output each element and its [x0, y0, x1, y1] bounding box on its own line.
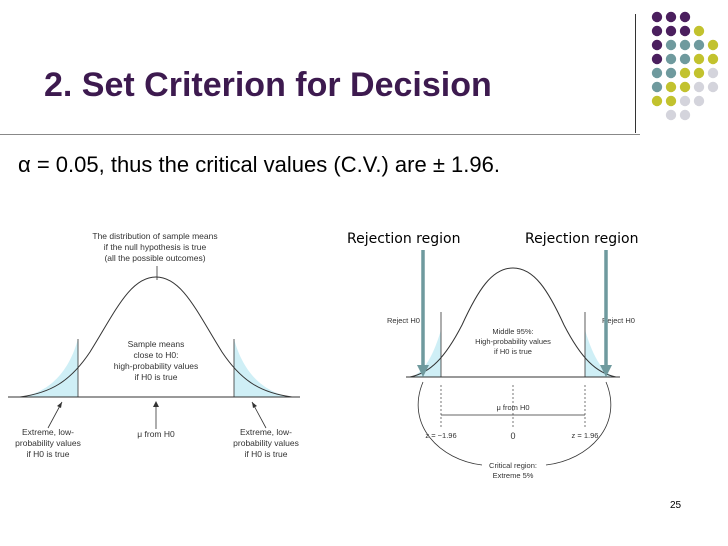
title-vertical-rule: [635, 14, 636, 133]
dot: [665, 25, 677, 37]
critical-line-1: Critical region:: [489, 461, 537, 470]
dot: [651, 39, 663, 51]
normal-curve: [19, 276, 293, 398]
right-rejection-shade: [585, 330, 616, 377]
dot: [651, 11, 663, 23]
critical-arc-left: [417, 381, 483, 466]
dot: [665, 39, 677, 51]
dot-row-8: [665, 109, 691, 121]
dot: [679, 39, 691, 51]
rejection-region-right-label: Rejection region: [525, 231, 639, 247]
dot: [693, 95, 705, 107]
left-tail-line-1: Extreme, low-: [22, 427, 74, 437]
dot: [707, 81, 719, 93]
dot: [651, 81, 663, 93]
left-mu-label: μ from H0: [137, 429, 175, 439]
dot: [693, 53, 705, 65]
mu-arrowhead: [153, 401, 159, 407]
center-line-2: close to H0:: [134, 350, 179, 360]
page-number: 25: [670, 500, 682, 511]
left-tail-line-3: if H0 is true: [27, 449, 70, 459]
dot: [651, 67, 663, 79]
dot: [665, 67, 677, 79]
dot: [707, 53, 719, 65]
dot: [665, 95, 677, 107]
alpha-statement: α = 0.05, thus the critical values (C.V.…: [18, 152, 500, 177]
critical-line-2: Extreme 5%: [493, 471, 534, 480]
right-tail-line-1: Extreme, low-: [240, 427, 292, 437]
dot: [693, 81, 705, 93]
dot: [679, 67, 691, 79]
center-line-3: high-probability values: [114, 361, 199, 371]
right-tail-line-3: if H0 is true: [245, 449, 288, 459]
dot-row-3: [651, 39, 719, 51]
z-left-label: z = −1.96: [425, 431, 456, 440]
dot: [651, 95, 663, 107]
left-caption-line-1: The distribution of sample means: [92, 231, 217, 241]
dot-row-5: [651, 67, 719, 79]
normal-curve-right: [409, 267, 617, 378]
z-center-label: 0: [510, 431, 515, 441]
slide-title: 2. Set Criterion for Decision: [44, 66, 492, 104]
right-tail-line-2: probability values: [233, 438, 299, 448]
left-tail-label: Extreme, low- probability values if H0 i…: [15, 427, 81, 459]
dot: [665, 109, 677, 121]
dot: [679, 11, 691, 23]
dot-row-6: [651, 81, 719, 93]
dot: [651, 53, 663, 65]
title-horizontal-rule: [0, 134, 640, 135]
middle-line-2: High-probability values: [475, 337, 551, 346]
left-tail-arrowhead: [57, 402, 62, 408]
dot: [679, 25, 691, 37]
dot: [679, 109, 691, 121]
decorative-dot-grid: [651, 11, 719, 121]
dot: [707, 39, 719, 51]
dot: [707, 67, 719, 79]
left-tail-line-2: probability values: [15, 438, 81, 448]
center-line-1: Sample means: [128, 339, 185, 349]
dot: [679, 95, 691, 107]
middle-label: Middle 95%: High-probability values if H…: [475, 327, 551, 356]
dot: [665, 53, 677, 65]
dot-row-7: [651, 95, 705, 107]
right-tail-arrowhead: [252, 402, 257, 408]
dot: [665, 11, 677, 23]
reject-h0-right: Reject H0: [602, 316, 635, 325]
dot: [679, 53, 691, 65]
rejection-arrowhead-left: [417, 365, 429, 377]
dot: [651, 25, 663, 37]
z-right-label: z = 1.96: [572, 431, 599, 440]
left-caption-line-3: (all the possible outcomes): [104, 253, 205, 263]
rejection-region-left-label: Rejection region: [347, 231, 461, 247]
dot: [693, 39, 705, 51]
right-distribution-figure: Reject H0 Reject H0 Middle 95%: High-pro…: [387, 250, 635, 480]
dot-row-1: [651, 11, 691, 23]
reject-h0-left: Reject H0: [387, 316, 420, 325]
dot: [693, 67, 705, 79]
center-label: Sample means close to H0: high-probabili…: [114, 339, 199, 382]
left-caption-line-2: if the null hypothesis is true: [104, 242, 207, 252]
dot: [665, 81, 677, 93]
middle-line-1: Middle 95%:: [492, 327, 533, 336]
dot-row-4: [651, 53, 719, 65]
critical-arc-right: [545, 381, 612, 466]
rejection-arrowhead-right: [600, 365, 612, 377]
left-caption: The distribution of sample means if the …: [92, 231, 217, 263]
dot: [679, 81, 691, 93]
right-mu-label: μ from H0: [496, 403, 529, 412]
dot: [693, 25, 705, 37]
left-tail-shade: [20, 339, 78, 397]
dot-row-2: [651, 25, 705, 37]
right-tail-shade: [234, 339, 292, 397]
left-distribution-figure: The distribution of sample means if the …: [8, 231, 300, 459]
critical-region-label: Critical region: Extreme 5%: [489, 461, 537, 480]
right-tail-label: Extreme, low- probability values if H0 i…: [233, 427, 299, 459]
center-line-4: if H0 is true: [135, 372, 178, 382]
middle-line-3: if H0 is true: [494, 347, 532, 356]
